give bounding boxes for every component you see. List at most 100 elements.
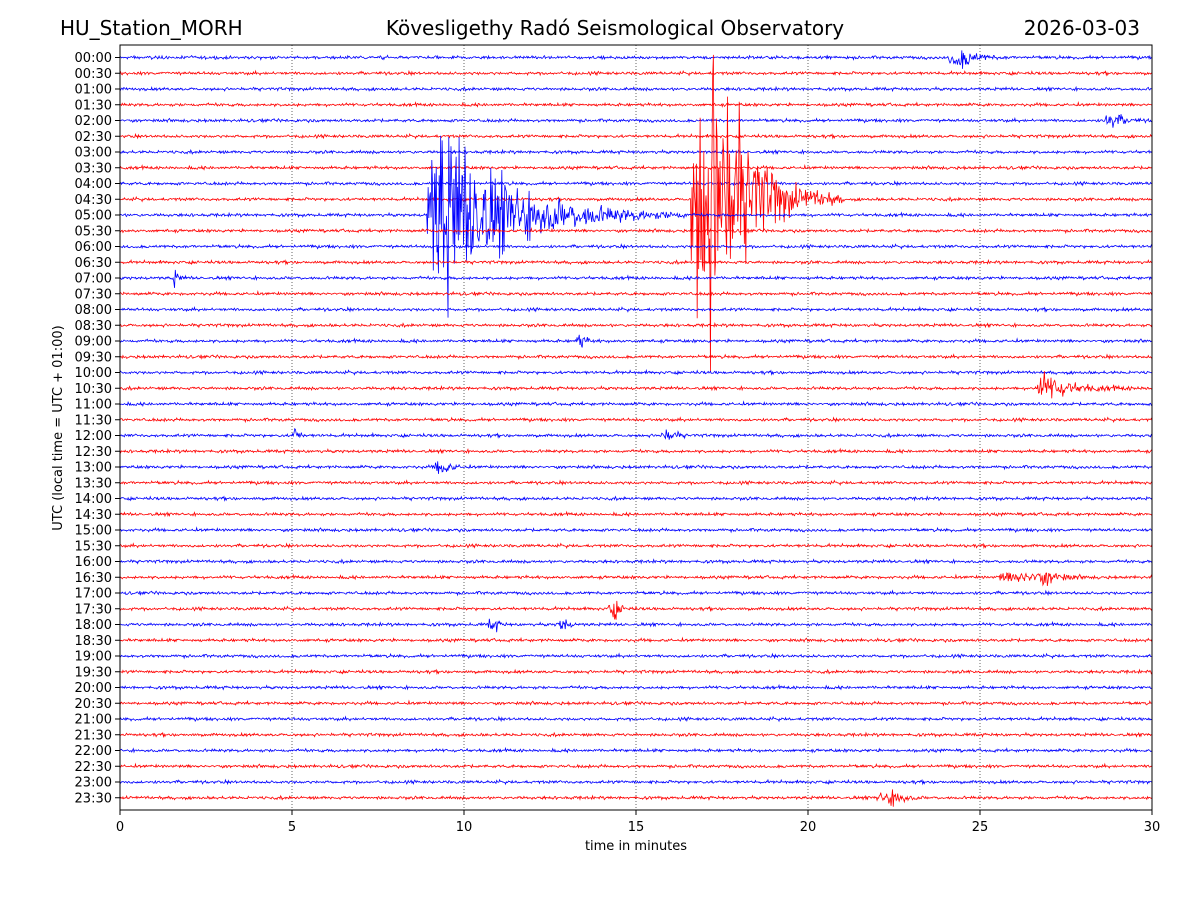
y-tick-label: 16:00	[75, 555, 112, 570]
seismic-trace	[119, 334, 1153, 348]
x-tick-label: 20	[800, 820, 817, 835]
seismic-trace	[119, 652, 1153, 660]
y-tick-label: 18:00	[75, 618, 112, 633]
seismic-trace	[119, 50, 1153, 69]
y-tick-label: 07:00	[75, 272, 112, 287]
x-tick-label: 15	[628, 820, 645, 835]
seismic-trace	[119, 353, 1153, 361]
seismic-trace	[119, 558, 1153, 565]
date-label: 2026-03-03	[1024, 16, 1140, 40]
y-tick-label: 03:30	[75, 161, 112, 176]
seismic-trace	[119, 668, 1153, 676]
trace-group	[119, 50, 1153, 807]
y-tick-label: 06:30	[75, 256, 112, 271]
y-tick-label: 10:30	[75, 382, 112, 397]
y-tick-label: 13:30	[75, 476, 112, 491]
y-tick-label: 20:30	[75, 697, 112, 712]
y-tick-label: 07:30	[75, 287, 112, 302]
y-tick-label: 14:00	[75, 492, 112, 507]
y-tick-label: 19:30	[75, 665, 112, 680]
y-tick-label: 17:30	[75, 602, 112, 617]
y-tick-label: 03:00	[75, 146, 112, 161]
y-tick-label: 22:00	[75, 744, 112, 759]
y-tick-label: 10:00	[75, 366, 112, 381]
seismic-trace	[119, 447, 1153, 455]
seismic-trace	[119, 269, 1153, 288]
y-tick-label: 01:30	[75, 98, 112, 113]
y-axis-label: UTC (local time = UTC + 01:00)	[51, 325, 66, 530]
seismic-trace	[119, 618, 1153, 633]
y-tick-label: 00:00	[75, 51, 112, 66]
x-tick-label: 10	[456, 820, 473, 835]
y-tick-label: 09:30	[75, 350, 112, 365]
y-tick-label: 15:00	[75, 524, 112, 539]
y-tick-label: 19:00	[75, 650, 112, 665]
y-tick-label: 21:00	[75, 713, 112, 728]
seismic-trace	[119, 101, 1153, 108]
seismic-trace	[119, 428, 1153, 440]
seismic-trace	[119, 683, 1153, 691]
y-tick-label: 14:30	[75, 508, 112, 523]
y-tick-label: 23:30	[75, 791, 112, 806]
seismic-trace	[119, 290, 1153, 298]
y-tick-label: 01:00	[75, 83, 112, 98]
seismic-trace	[119, 114, 1153, 128]
x-tick-label: 25	[972, 820, 989, 835]
seismic-trace	[119, 164, 1153, 171]
seismic-trace	[119, 258, 1153, 266]
seismic-trace	[119, 400, 1153, 408]
y-tick-label: 20:00	[75, 681, 112, 696]
seismic-trace	[119, 69, 1153, 77]
y-tick-label: 11:30	[75, 413, 112, 428]
seismic-trace	[119, 322, 1153, 329]
y-tick-label: 22:30	[75, 760, 112, 775]
y-tick-label: 23:00	[75, 776, 112, 791]
seismic-trace	[119, 416, 1153, 424]
seismic-trace	[119, 479, 1153, 486]
y-tick-label: 04:30	[75, 193, 112, 208]
y-tick-label: 12:00	[75, 429, 112, 444]
seismic-trace	[119, 699, 1153, 707]
seismic-trace	[119, 54, 1153, 373]
x-tick-label: 5	[288, 820, 296, 835]
y-tick-label: 04:00	[75, 177, 112, 192]
seismic-trace	[119, 371, 1153, 399]
y-tick-label: 00:30	[75, 67, 112, 82]
seismic-trace	[119, 572, 1153, 587]
y-tick-label: 17:00	[75, 587, 112, 602]
y-axis: 00:0000:3001:0001:3002:0002:3003:0003:30…	[75, 51, 120, 806]
chart-title: Kövesligethy Radó Seismological Observat…	[386, 16, 844, 40]
y-tick-label: 09:00	[75, 335, 112, 350]
seismic-trace	[119, 179, 1153, 187]
y-tick-label: 02:30	[75, 130, 112, 145]
station-name: HU_Station_MORH	[60, 16, 243, 40]
seismic-trace	[119, 148, 1153, 156]
seismic-trace	[119, 242, 1153, 250]
seismic-trace	[119, 789, 1153, 807]
seismic-trace	[119, 600, 1153, 620]
seismic-trace	[119, 305, 1153, 313]
x-axis-label: time in minutes	[585, 839, 687, 854]
y-tick-label: 12:30	[75, 445, 112, 460]
seismic-trace	[119, 731, 1153, 739]
seismic-trace	[119, 762, 1153, 770]
x-axis: 0 5 10 15 20 25 30	[116, 810, 1160, 835]
y-tick-label: 13:00	[75, 461, 112, 476]
seismic-trace	[119, 636, 1153, 644]
seismic-trace	[119, 746, 1153, 754]
y-tick-label: 05:00	[75, 209, 112, 224]
seismic-trace	[119, 368, 1153, 376]
seismic-trace	[119, 542, 1153, 550]
y-tick-label: 21:30	[75, 728, 112, 743]
y-tick-label: 02:00	[75, 114, 112, 129]
y-tick-label: 11:00	[75, 398, 112, 413]
y-tick-label: 08:00	[75, 303, 112, 318]
y-tick-label: 05:30	[75, 224, 112, 239]
seismic-trace	[119, 778, 1153, 786]
y-tick-label: 08:30	[75, 319, 112, 334]
x-tick-label: 30	[1144, 820, 1161, 835]
seismic-trace	[119, 510, 1153, 518]
y-tick-label: 15:30	[75, 539, 112, 554]
vertical-grid	[291, 45, 981, 810]
